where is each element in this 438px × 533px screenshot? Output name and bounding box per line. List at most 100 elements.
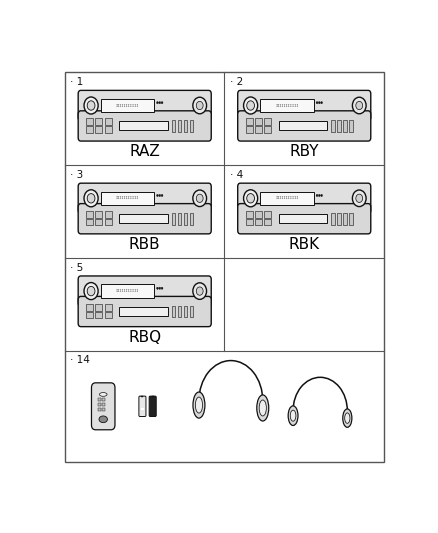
Bar [264,126,271,133]
FancyBboxPatch shape [139,396,146,416]
Ellipse shape [257,395,269,421]
Bar [86,126,93,133]
Text: RBK: RBK [289,237,320,252]
Circle shape [196,101,203,110]
Bar [105,118,112,125]
Bar [141,395,143,397]
Bar [86,304,93,311]
Text: RBQ: RBQ [128,330,161,345]
FancyBboxPatch shape [78,183,211,213]
Text: RBY: RBY [290,144,319,159]
Circle shape [247,193,254,203]
Ellipse shape [99,416,107,423]
Bar [279,214,327,223]
Bar [95,118,102,125]
Bar [95,311,102,318]
Bar [343,213,347,224]
Circle shape [196,287,203,295]
Bar [190,120,194,132]
Bar [141,408,144,410]
Circle shape [321,102,322,104]
Circle shape [193,190,207,207]
Text: IIIIIIIIIII: IIIIIIIIIII [276,196,299,200]
Circle shape [156,287,159,289]
Circle shape [353,190,366,207]
Bar [190,305,194,318]
Bar [190,213,194,224]
FancyBboxPatch shape [238,91,371,120]
FancyBboxPatch shape [78,111,211,141]
Circle shape [87,193,95,203]
Bar [246,219,253,225]
Bar [246,126,253,133]
Bar [105,304,112,311]
FancyBboxPatch shape [78,204,211,234]
Circle shape [84,282,98,300]
FancyBboxPatch shape [149,396,156,416]
Bar [255,126,262,133]
Bar [350,120,353,132]
Ellipse shape [193,392,205,418]
Bar [184,213,187,224]
Bar [279,122,327,131]
Circle shape [318,102,320,104]
Bar [119,307,168,316]
FancyBboxPatch shape [78,91,211,120]
Bar [102,408,105,411]
Circle shape [316,195,318,197]
Circle shape [161,287,163,289]
Text: · 2: · 2 [230,77,243,87]
Text: IIIIIIIIIII: IIIIIIIIIII [116,196,139,200]
Bar [119,214,168,223]
FancyBboxPatch shape [238,204,371,234]
Bar [350,213,353,224]
Bar [98,403,101,406]
Ellipse shape [288,406,298,425]
Bar [264,211,271,218]
Bar [101,285,154,298]
Circle shape [356,101,363,110]
Bar [105,311,112,318]
Ellipse shape [99,393,107,396]
Circle shape [161,102,163,104]
Bar [119,122,168,131]
Bar [264,219,271,225]
Bar [255,211,262,218]
Circle shape [316,102,318,104]
Circle shape [193,283,207,300]
Text: IIIIIIIIIII: IIIIIIIIIII [116,289,139,293]
Bar [105,219,112,225]
Text: IIIIIIIIIII: IIIIIIIIIII [276,103,299,108]
FancyBboxPatch shape [78,276,211,306]
Bar [95,126,102,133]
Bar [86,211,93,218]
Bar [105,126,112,133]
Circle shape [84,97,98,114]
Circle shape [353,97,366,114]
Ellipse shape [345,413,350,423]
Bar [95,211,102,218]
Text: IIIIIIIIIII: IIIIIIIIIII [116,103,139,108]
Bar [105,211,112,218]
Bar [331,120,335,132]
Text: · 4: · 4 [230,170,243,180]
Bar [264,118,271,125]
Circle shape [356,194,363,203]
Circle shape [244,97,258,114]
Bar [260,192,314,205]
Circle shape [161,195,163,197]
Bar [172,213,175,224]
Bar [178,213,181,224]
Ellipse shape [290,410,296,421]
Bar [178,305,181,318]
Text: · 5: · 5 [70,263,83,273]
Bar [101,192,154,205]
Bar [184,305,187,318]
Ellipse shape [343,409,352,427]
Circle shape [193,97,207,114]
Circle shape [244,190,258,207]
Text: · 1: · 1 [70,77,83,87]
Ellipse shape [259,400,266,416]
Bar [102,403,105,406]
Circle shape [159,287,161,289]
